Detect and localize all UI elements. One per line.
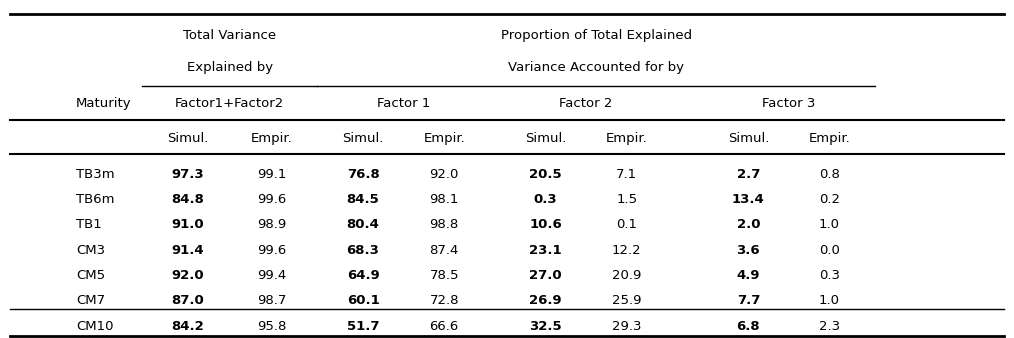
Text: 27.0: 27.0: [529, 269, 562, 282]
Text: 87.0: 87.0: [171, 294, 204, 307]
Text: 98.9: 98.9: [258, 218, 286, 231]
Text: 60.1: 60.1: [347, 294, 379, 307]
Text: Simul.: Simul.: [525, 132, 566, 145]
Text: Empir.: Empir.: [423, 132, 465, 145]
Text: 99.6: 99.6: [258, 193, 286, 206]
Text: 84.8: 84.8: [171, 193, 204, 206]
Text: 99.4: 99.4: [258, 269, 286, 282]
Text: 51.7: 51.7: [347, 320, 379, 333]
Text: Proportion of Total Explained: Proportion of Total Explained: [501, 29, 692, 42]
Text: 97.3: 97.3: [171, 168, 204, 180]
Text: Simul.: Simul.: [343, 132, 383, 145]
Text: 76.8: 76.8: [347, 168, 379, 180]
Text: 25.9: 25.9: [611, 294, 642, 307]
Text: 12.2: 12.2: [611, 244, 642, 257]
Text: 1.0: 1.0: [819, 218, 840, 231]
Text: 99.6: 99.6: [258, 244, 286, 257]
Text: 0.2: 0.2: [819, 193, 840, 206]
Text: Explained by: Explained by: [187, 61, 273, 74]
Text: 91.4: 91.4: [171, 244, 204, 257]
Text: 0.3: 0.3: [533, 193, 558, 206]
Text: 98.7: 98.7: [258, 294, 286, 307]
Text: 23.1: 23.1: [529, 244, 562, 257]
Text: 95.8: 95.8: [258, 320, 286, 333]
Text: 1.5: 1.5: [617, 193, 637, 206]
Text: Maturity: Maturity: [76, 97, 132, 110]
Text: 68.3: 68.3: [347, 244, 379, 257]
Text: 66.6: 66.6: [430, 320, 458, 333]
Text: Total Variance: Total Variance: [184, 29, 276, 42]
Text: Factor 1: Factor 1: [377, 97, 430, 110]
Text: 2.3: 2.3: [819, 320, 840, 333]
Text: TB1: TB1: [76, 218, 101, 231]
Text: Simul.: Simul.: [167, 132, 208, 145]
Text: 87.4: 87.4: [430, 244, 458, 257]
Text: 2.7: 2.7: [736, 168, 760, 180]
Text: 91.0: 91.0: [171, 218, 204, 231]
Text: 3.6: 3.6: [736, 244, 760, 257]
Text: 7.1: 7.1: [617, 168, 637, 180]
Text: Empir.: Empir.: [605, 132, 648, 145]
Text: 92.0: 92.0: [430, 168, 458, 180]
Text: 0.1: 0.1: [617, 218, 637, 231]
Text: 26.9: 26.9: [529, 294, 562, 307]
Text: 0.0: 0.0: [819, 244, 840, 257]
Text: CM7: CM7: [76, 294, 105, 307]
Text: 29.3: 29.3: [611, 320, 642, 333]
Text: 2.0: 2.0: [736, 218, 760, 231]
Text: 98.8: 98.8: [430, 218, 458, 231]
Text: 6.8: 6.8: [736, 320, 760, 333]
Text: CM5: CM5: [76, 269, 105, 282]
Text: TB6m: TB6m: [76, 193, 115, 206]
Text: 10.6: 10.6: [529, 218, 562, 231]
Text: 99.1: 99.1: [258, 168, 286, 180]
Text: 7.7: 7.7: [736, 294, 760, 307]
Text: 20.5: 20.5: [529, 168, 562, 180]
Text: 13.4: 13.4: [732, 193, 765, 206]
Text: 78.5: 78.5: [429, 269, 459, 282]
Text: 64.9: 64.9: [347, 269, 379, 282]
Text: Factor 3: Factor 3: [763, 97, 815, 110]
Text: 84.2: 84.2: [171, 320, 204, 333]
Text: Variance Accounted for by: Variance Accounted for by: [508, 61, 684, 74]
Text: 92.0: 92.0: [171, 269, 204, 282]
Text: 98.1: 98.1: [430, 193, 458, 206]
Text: 0.8: 0.8: [819, 168, 840, 180]
Text: 80.4: 80.4: [347, 218, 379, 231]
Text: 1.0: 1.0: [819, 294, 840, 307]
Text: TB3m: TB3m: [76, 168, 115, 180]
Text: Factor1+Factor2: Factor1+Factor2: [175, 97, 284, 110]
Text: Empir.: Empir.: [808, 132, 851, 145]
Text: 32.5: 32.5: [529, 320, 562, 333]
Text: CM3: CM3: [76, 244, 105, 257]
Text: 84.5: 84.5: [347, 193, 379, 206]
Text: Factor 2: Factor 2: [560, 97, 612, 110]
Text: CM10: CM10: [76, 320, 114, 333]
Text: 20.9: 20.9: [612, 269, 641, 282]
Text: 4.9: 4.9: [736, 269, 760, 282]
Text: 0.3: 0.3: [819, 269, 840, 282]
Text: Empir.: Empir.: [250, 132, 293, 145]
Text: Simul.: Simul.: [728, 132, 769, 145]
Text: 72.8: 72.8: [429, 294, 459, 307]
